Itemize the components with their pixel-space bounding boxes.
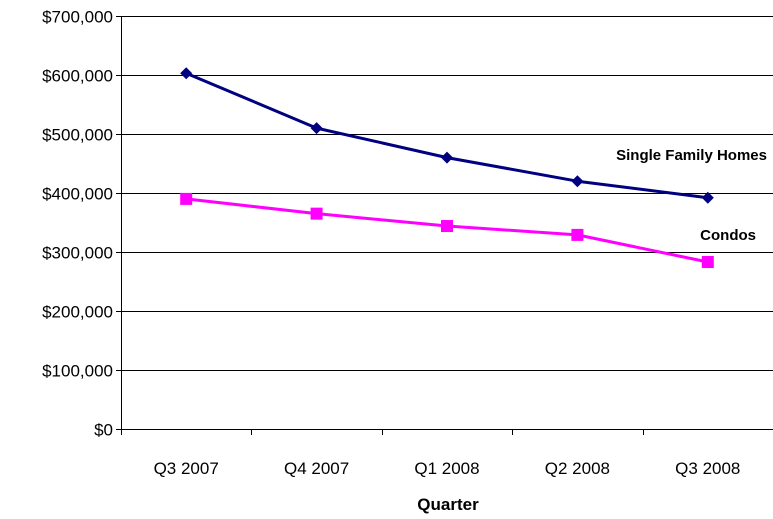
series-labels: Single Family Homes Condos [616, 147, 767, 244]
series-label-0: Single Family Homes [616, 147, 767, 164]
data-point-square [441, 220, 453, 233]
series-lines [185, 71, 709, 264]
data-point-diamond [180, 67, 193, 80]
y-tick-label: $100,000 [42, 362, 113, 381]
x-tick-label: Q2 2008 [545, 459, 610, 478]
x-tick-label: Q3 2007 [154, 459, 219, 478]
y-tick-labels: $0 $100,000 $200,000 $300,000 $400,000 $500,0… [42, 8, 113, 440]
series-label-1: Condos [700, 227, 756, 244]
data-point-diamond [571, 175, 584, 188]
data-point-diamond [441, 151, 453, 164]
data-point-square [180, 192, 193, 205]
data-point-diamond [701, 191, 714, 204]
x-tick-label: Q1 2008 [414, 459, 479, 478]
axes [116, 16, 773, 435]
x-tick-labels: Q3 2007 Q4 2007 Q1 2008 Q2 2008 Q3 2008 [154, 459, 741, 478]
y-tick-label: $600,000 [42, 67, 113, 86]
x-tick-label: Q4 2007 [284, 459, 349, 478]
y-tick-label: $200,000 [42, 303, 113, 322]
data-point-square [571, 228, 584, 241]
y-tick-label: $0 [94, 421, 113, 440]
y-tick-label: $500,000 [42, 126, 113, 145]
gridlines [121, 16, 773, 371]
y-tick-label: $700,000 [42, 8, 113, 27]
data-point-square [701, 256, 714, 269]
y-tick-label: $400,000 [42, 185, 113, 204]
series-markers [180, 67, 714, 269]
data-point-diamond [310, 122, 323, 135]
series-line-0 [185, 71, 708, 200]
y-tick-label: $300,000 [42, 244, 113, 263]
x-tick-label: Q3 2008 [675, 459, 740, 478]
x-axis-title: Quarter [417, 495, 479, 514]
data-point-square [310, 207, 323, 220]
